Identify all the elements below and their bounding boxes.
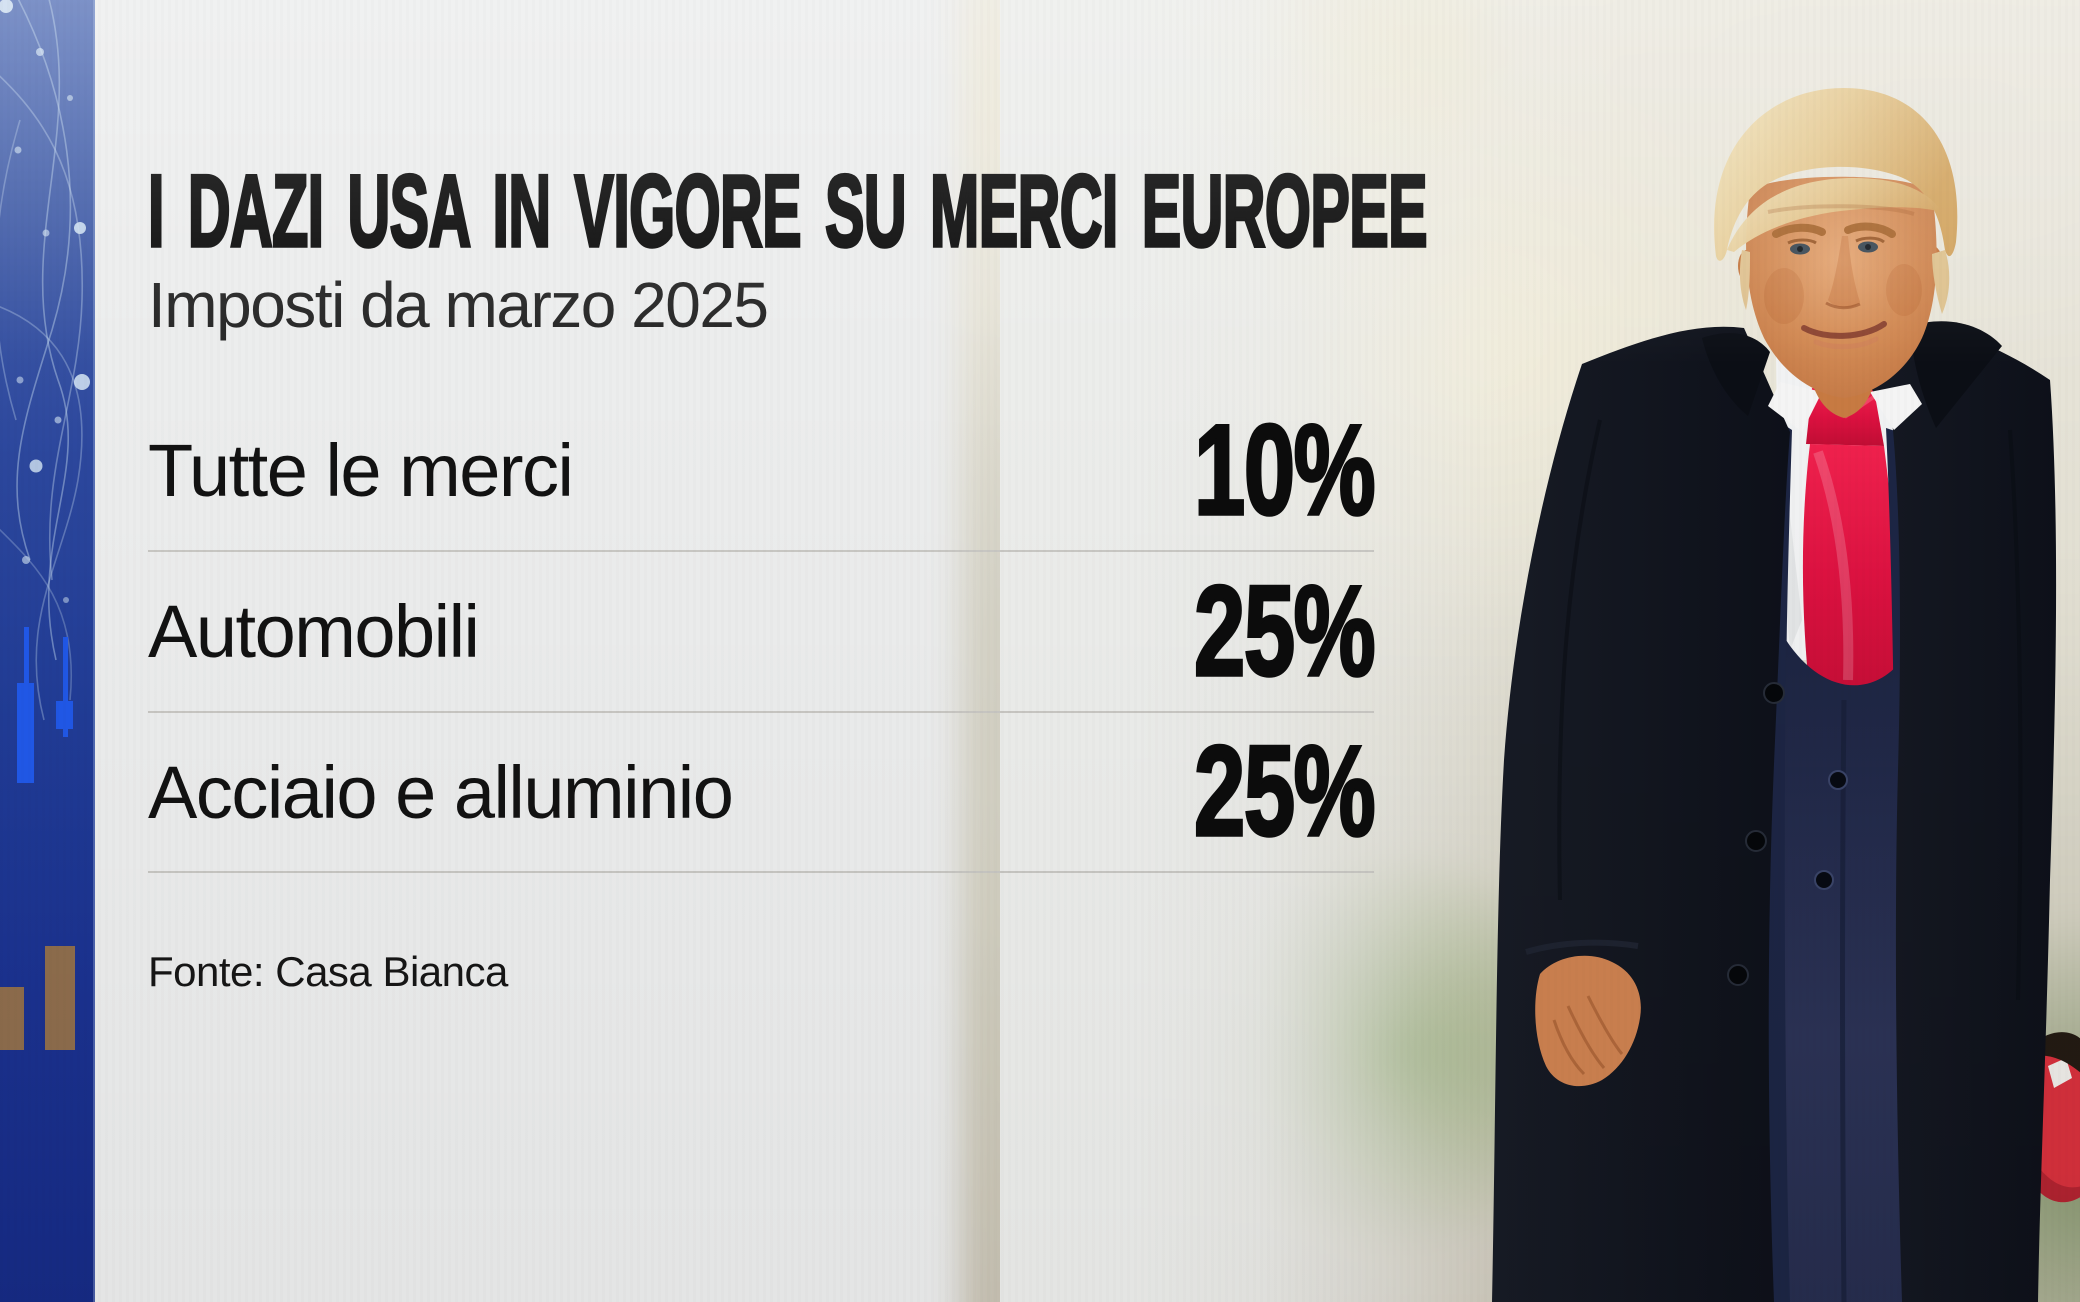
tariff-table: Tutte le merci 10% Automobili 25% Acciai… — [148, 391, 1377, 873]
eyebrow — [1772, 223, 1826, 238]
cap-logo — [2048, 1058, 2072, 1088]
tie-blade — [1802, 444, 1899, 723]
hair — [1714, 88, 1958, 261]
coat-collar-left — [1702, 333, 1770, 416]
content-panel: I DAZI USA IN VIGORE SU MERCI EUROPEE Im… — [147, 0, 1429, 1302]
left-decor-strip — [0, 0, 95, 1302]
coat-button — [1745, 830, 1767, 852]
row-label: Acciaio e alluminio — [148, 750, 734, 834]
nose — [1828, 236, 1860, 308]
row-value: 25% — [1193, 720, 1377, 863]
table-row: Tutte le merci 10% — [148, 391, 1377, 552]
page-title: I DAZI USA IN VIGORE SU MERCI EUROPEE — [147, 154, 1429, 268]
bar-chart-icons — [0, 946, 75, 1050]
row-value: 25% — [1193, 559, 1377, 703]
overcoat-right — [1818, 319, 2057, 1302]
shirt-collar — [1768, 382, 1822, 432]
hand — [1535, 955, 1641, 1087]
coat-button — [1727, 964, 1749, 986]
table-row: Automobili 25% — [148, 552, 1377, 713]
row-label: Automobili — [148, 590, 480, 673]
row-label: Tutte le merci — [148, 429, 574, 512]
coat-button — [1763, 682, 1785, 704]
hair-swoop — [1727, 178, 1942, 252]
shirt-collar — [1870, 384, 1922, 430]
source-note: Fonte: Casa Bianca — [148, 948, 508, 995]
overcoat-left — [1492, 326, 1790, 1302]
row-value: 10% — [1193, 398, 1377, 542]
suit-front — [1784, 640, 1908, 1302]
photo-donald-trump — [960, 0, 2080, 1302]
mouth — [1801, 321, 1887, 339]
page-subtitle: Imposti da marzo 2025 — [148, 269, 769, 341]
table-row: Acciaio e alluminio 25% — [148, 713, 1377, 873]
suit-button — [1828, 770, 1848, 790]
candlestick-icons — [17, 627, 73, 783]
trump-figure — [1492, 88, 2080, 1302]
coat-collar-right — [1910, 321, 2002, 428]
network-nodes — [0, 0, 90, 603]
network-lines — [0, 0, 83, 721]
eyebrow — [1844, 222, 1896, 238]
suit-button — [1814, 870, 1834, 890]
